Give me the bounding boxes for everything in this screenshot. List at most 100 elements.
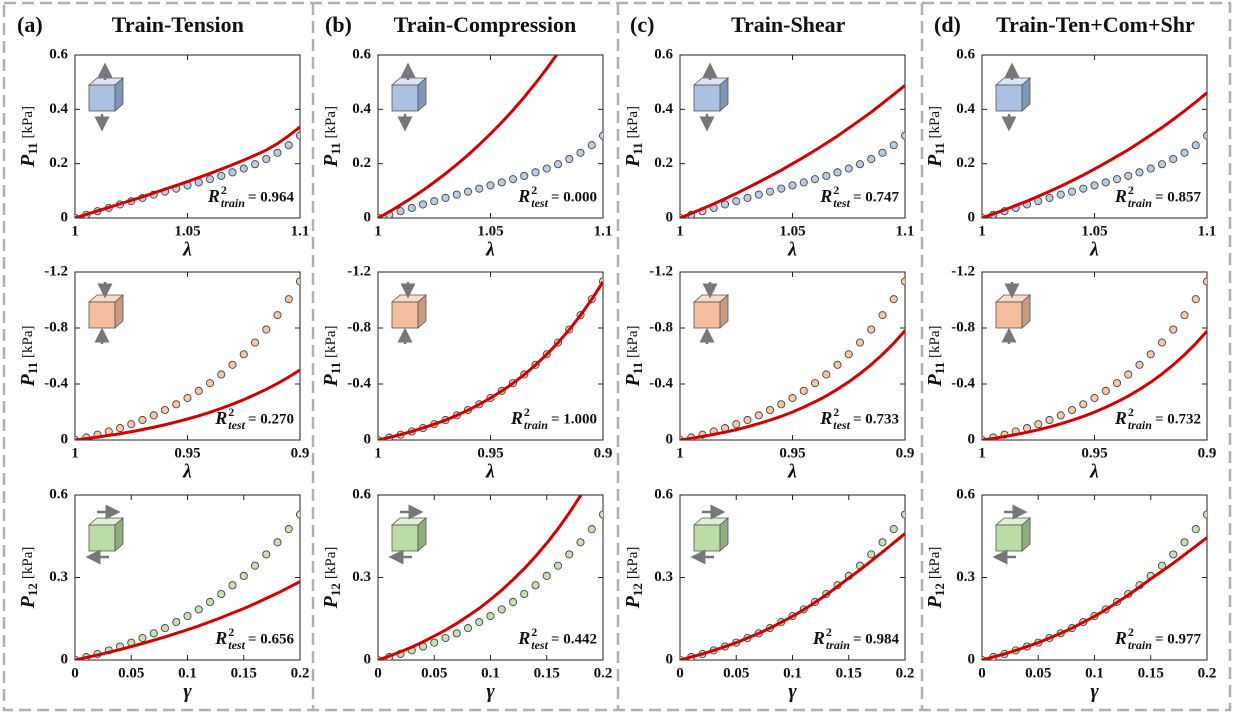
data-point bbox=[765, 187, 775, 196]
y-tick-label: 0.6 bbox=[654, 46, 673, 62]
x-axis-label: λ bbox=[1089, 239, 1099, 261]
y-label-symbol: P bbox=[17, 595, 39, 609]
y-tick-label: -1.2 bbox=[347, 263, 371, 279]
data-point bbox=[833, 168, 842, 177]
data-point bbox=[520, 589, 529, 599]
y-tick-label: -0.4 bbox=[347, 375, 371, 391]
data-point bbox=[250, 160, 260, 169]
data-point bbox=[115, 424, 125, 433]
x-tick-label: 1 bbox=[676, 223, 684, 239]
x-tick-label: 0.2 bbox=[1198, 665, 1217, 681]
annotation-value: = 0.747 bbox=[853, 189, 900, 205]
data-point bbox=[284, 525, 293, 534]
x-tick-label: 0.9 bbox=[1198, 445, 1217, 461]
annotation-sub: train bbox=[1128, 418, 1152, 432]
y-tick-label: 0 bbox=[61, 651, 69, 667]
data-point bbox=[531, 168, 540, 177]
annotation-sub: train bbox=[221, 196, 245, 210]
data-point bbox=[1079, 400, 1088, 409]
y-axis-label: P11 [kPa] bbox=[320, 325, 343, 387]
data-point bbox=[295, 131, 300, 140]
annotation-symbol: R bbox=[517, 628, 530, 648]
data-point bbox=[553, 561, 563, 570]
data-point bbox=[754, 190, 763, 199]
y-tick-label: 0 bbox=[968, 209, 976, 225]
panel-title: Train-Ten+Com+Shr bbox=[996, 12, 1195, 37]
y-label-unit: [kPa] bbox=[323, 547, 339, 580]
panel-label: (c) bbox=[630, 12, 654, 37]
annotation-sup: 2 bbox=[826, 625, 832, 639]
y-axis-label: P12 [kPa] bbox=[924, 547, 947, 610]
x-tick-label: 0 bbox=[71, 665, 79, 681]
y-tick-label: -0.8 bbox=[347, 319, 371, 335]
x-tick-label: 1 bbox=[676, 445, 684, 461]
y-tick-label: 0 bbox=[61, 431, 69, 447]
data-point bbox=[867, 550, 876, 559]
annotation-value: = 0.857 bbox=[1155, 189, 1202, 205]
data-point bbox=[1090, 181, 1099, 190]
plot-area bbox=[680, 84, 905, 218]
annotation-symbol: R bbox=[207, 186, 220, 206]
y-tick-label: -1.2 bbox=[951, 263, 975, 279]
y-tick-label: 0.6 bbox=[956, 46, 975, 62]
data-point bbox=[396, 207, 405, 216]
annotation-sup: 2 bbox=[833, 183, 839, 197]
data-point bbox=[217, 171, 226, 180]
panel-label: (a) bbox=[17, 12, 43, 37]
data-point bbox=[295, 510, 300, 519]
y-tick-label: 0.4 bbox=[654, 101, 673, 117]
x-tick-label: 1.1 bbox=[594, 223, 613, 239]
data-point bbox=[205, 597, 215, 607]
annotation-symbol: R bbox=[214, 408, 227, 428]
x-tick-label: 0.15 bbox=[534, 665, 560, 681]
x-tick-label: 1 bbox=[374, 223, 382, 239]
model-curve bbox=[680, 329, 905, 440]
x-tick-label: 0.95 bbox=[174, 445, 200, 461]
annotation-sub: test bbox=[531, 196, 548, 210]
panel-title: Train-Compression bbox=[394, 12, 577, 37]
panel-title: Train-Shear bbox=[731, 12, 846, 37]
model-curve bbox=[75, 580, 300, 660]
data-point bbox=[1067, 405, 1077, 415]
data-point bbox=[788, 393, 797, 403]
y-label-unit: [kPa] bbox=[323, 325, 339, 358]
y-axis-label: P12 [kPa] bbox=[17, 547, 40, 610]
annotation-sub: test bbox=[228, 638, 245, 652]
data-point bbox=[1112, 175, 1122, 184]
y-tick-label: 0.4 bbox=[956, 101, 975, 117]
y-label-sub: 12 bbox=[630, 583, 645, 596]
x-tick-label: 0.9 bbox=[896, 445, 915, 461]
y-tick-label: 0.4 bbox=[49, 101, 68, 117]
data-point bbox=[587, 525, 596, 534]
data-point bbox=[430, 638, 439, 647]
icon bbox=[89, 512, 123, 557]
data-point bbox=[1146, 164, 1155, 173]
annotation-sup: 2 bbox=[531, 625, 537, 639]
y-label-symbol: P bbox=[320, 154, 342, 168]
panel-label: (b) bbox=[325, 12, 352, 37]
data-point bbox=[867, 154, 876, 164]
icon bbox=[996, 70, 1030, 124]
data-point bbox=[239, 164, 248, 173]
data-point bbox=[822, 171, 831, 180]
data-point bbox=[1101, 386, 1110, 395]
annotation-sub: test bbox=[833, 418, 850, 432]
data-point bbox=[855, 338, 865, 347]
data-point bbox=[262, 550, 271, 559]
y-tick-label: 0.6 bbox=[956, 486, 975, 502]
x-axis-label: γ bbox=[486, 681, 495, 703]
data-point bbox=[900, 277, 905, 286]
y-axis-label: P11 [kPa] bbox=[320, 106, 343, 168]
y-tick-label: -0.4 bbox=[951, 375, 975, 391]
y-tick-label: 0.3 bbox=[49, 569, 68, 585]
y-label-unit: [kPa] bbox=[20, 325, 36, 358]
data-point bbox=[1146, 350, 1155, 359]
data-point bbox=[497, 178, 506, 187]
x-tick-label: 0.95 bbox=[779, 445, 805, 461]
data-point bbox=[1202, 277, 1207, 286]
